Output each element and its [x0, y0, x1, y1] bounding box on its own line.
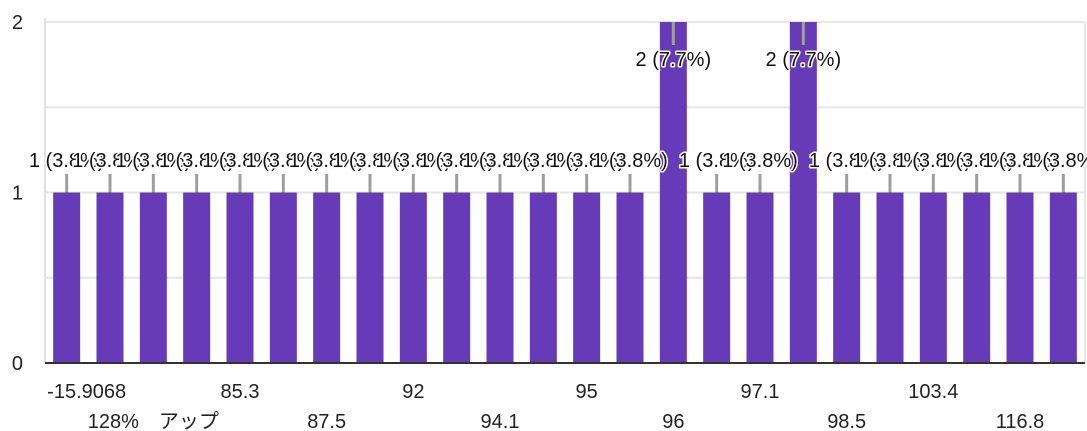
data-label: 1 (3.8%)	[896, 150, 972, 172]
x-tick-label: 94.1	[481, 411, 520, 431]
data-label: 1 (3.8%)	[332, 150, 408, 172]
data-label: 1 (3.8%)	[376, 150, 452, 172]
data-label: 2 (7.7%)	[766, 49, 842, 71]
data-label: 1 (3.8%)	[592, 150, 668, 172]
data-label: 1 (3.8%)	[116, 150, 192, 172]
bar	[139, 192, 167, 363]
data-labels: 1 (3.8%)1 (3.8%)1 (3.8%)1 (3.8%)1 (3.8%)…	[27, 48, 1087, 174]
bar	[443, 192, 471, 363]
grid-lines	[45, 21, 1086, 363]
bar	[529, 192, 557, 363]
bar	[573, 192, 601, 363]
x-tick-label: 98.5	[827, 411, 866, 431]
bar	[963, 192, 991, 363]
axes	[44, 18, 1085, 364]
bar	[399, 192, 427, 363]
bar	[183, 192, 211, 363]
x-tick-label: 116.8	[996, 411, 1045, 431]
x-tick-label: 85.3	[221, 381, 260, 403]
bar	[746, 192, 774, 363]
data-label: 1 (3.8%)	[809, 150, 885, 172]
y-tick-label: 0	[12, 353, 23, 375]
data-label: 1 (3.8%)	[506, 150, 582, 172]
data-label: 1 (3.8%)	[202, 150, 278, 172]
bar	[269, 192, 297, 363]
label-leaders	[65, 22, 1065, 193]
x-tick-label: 95	[576, 381, 598, 403]
bar	[703, 192, 731, 363]
x-tick-label: -15.9068	[47, 381, 126, 403]
bar	[659, 22, 687, 363]
data-label: 1 (3.8%)	[1026, 150, 1087, 172]
data-label: 1 (3.8%)	[722, 150, 798, 172]
y-tick-label: 2	[12, 12, 23, 34]
data-label: 1 (3.8%)	[72, 150, 148, 172]
data-label: 2 (7.7%)	[636, 49, 712, 71]
x-tick-label: 92	[402, 381, 424, 403]
bar	[313, 192, 341, 363]
x-tick-label: 97.1	[741, 381, 780, 403]
data-label: 1 (3.8%)	[289, 150, 365, 172]
data-label: 1 (3.8%)	[939, 150, 1015, 172]
data-label: 1 (3.8%)	[159, 150, 235, 172]
bar	[53, 192, 81, 363]
bars	[53, 22, 1077, 363]
bar	[833, 192, 861, 363]
data-label: 1 (3.8%)	[679, 150, 755, 172]
x-tick-label: 103.4	[908, 381, 958, 403]
data-label: 1 (3.8%)	[462, 150, 538, 172]
y-tick-labels: 0 1 2	[12, 12, 23, 375]
data-label: 1 (3.8%)	[852, 150, 928, 172]
bar	[1006, 192, 1034, 363]
x-tick-label: 96	[662, 411, 684, 431]
bar	[226, 192, 254, 363]
x-tick-label: 87.5	[307, 411, 346, 431]
bar	[356, 192, 384, 363]
data-label: 1 (3.8%)	[549, 150, 625, 172]
x-tick-label: 128% アップ	[88, 411, 219, 431]
bar	[616, 192, 644, 363]
data-label: 1 (3.8%)	[419, 150, 495, 172]
bar	[1049, 192, 1077, 363]
data-label: 1 (3.8%)	[29, 150, 105, 172]
bar	[486, 192, 514, 363]
bar	[876, 192, 904, 363]
y-tick-label: 1	[12, 183, 23, 205]
bar	[919, 192, 947, 363]
bar	[789, 22, 817, 363]
data-label: 1 (3.8%)	[982, 150, 1058, 172]
data-label: 1 (3.8%)	[246, 150, 322, 172]
bar	[96, 192, 124, 363]
